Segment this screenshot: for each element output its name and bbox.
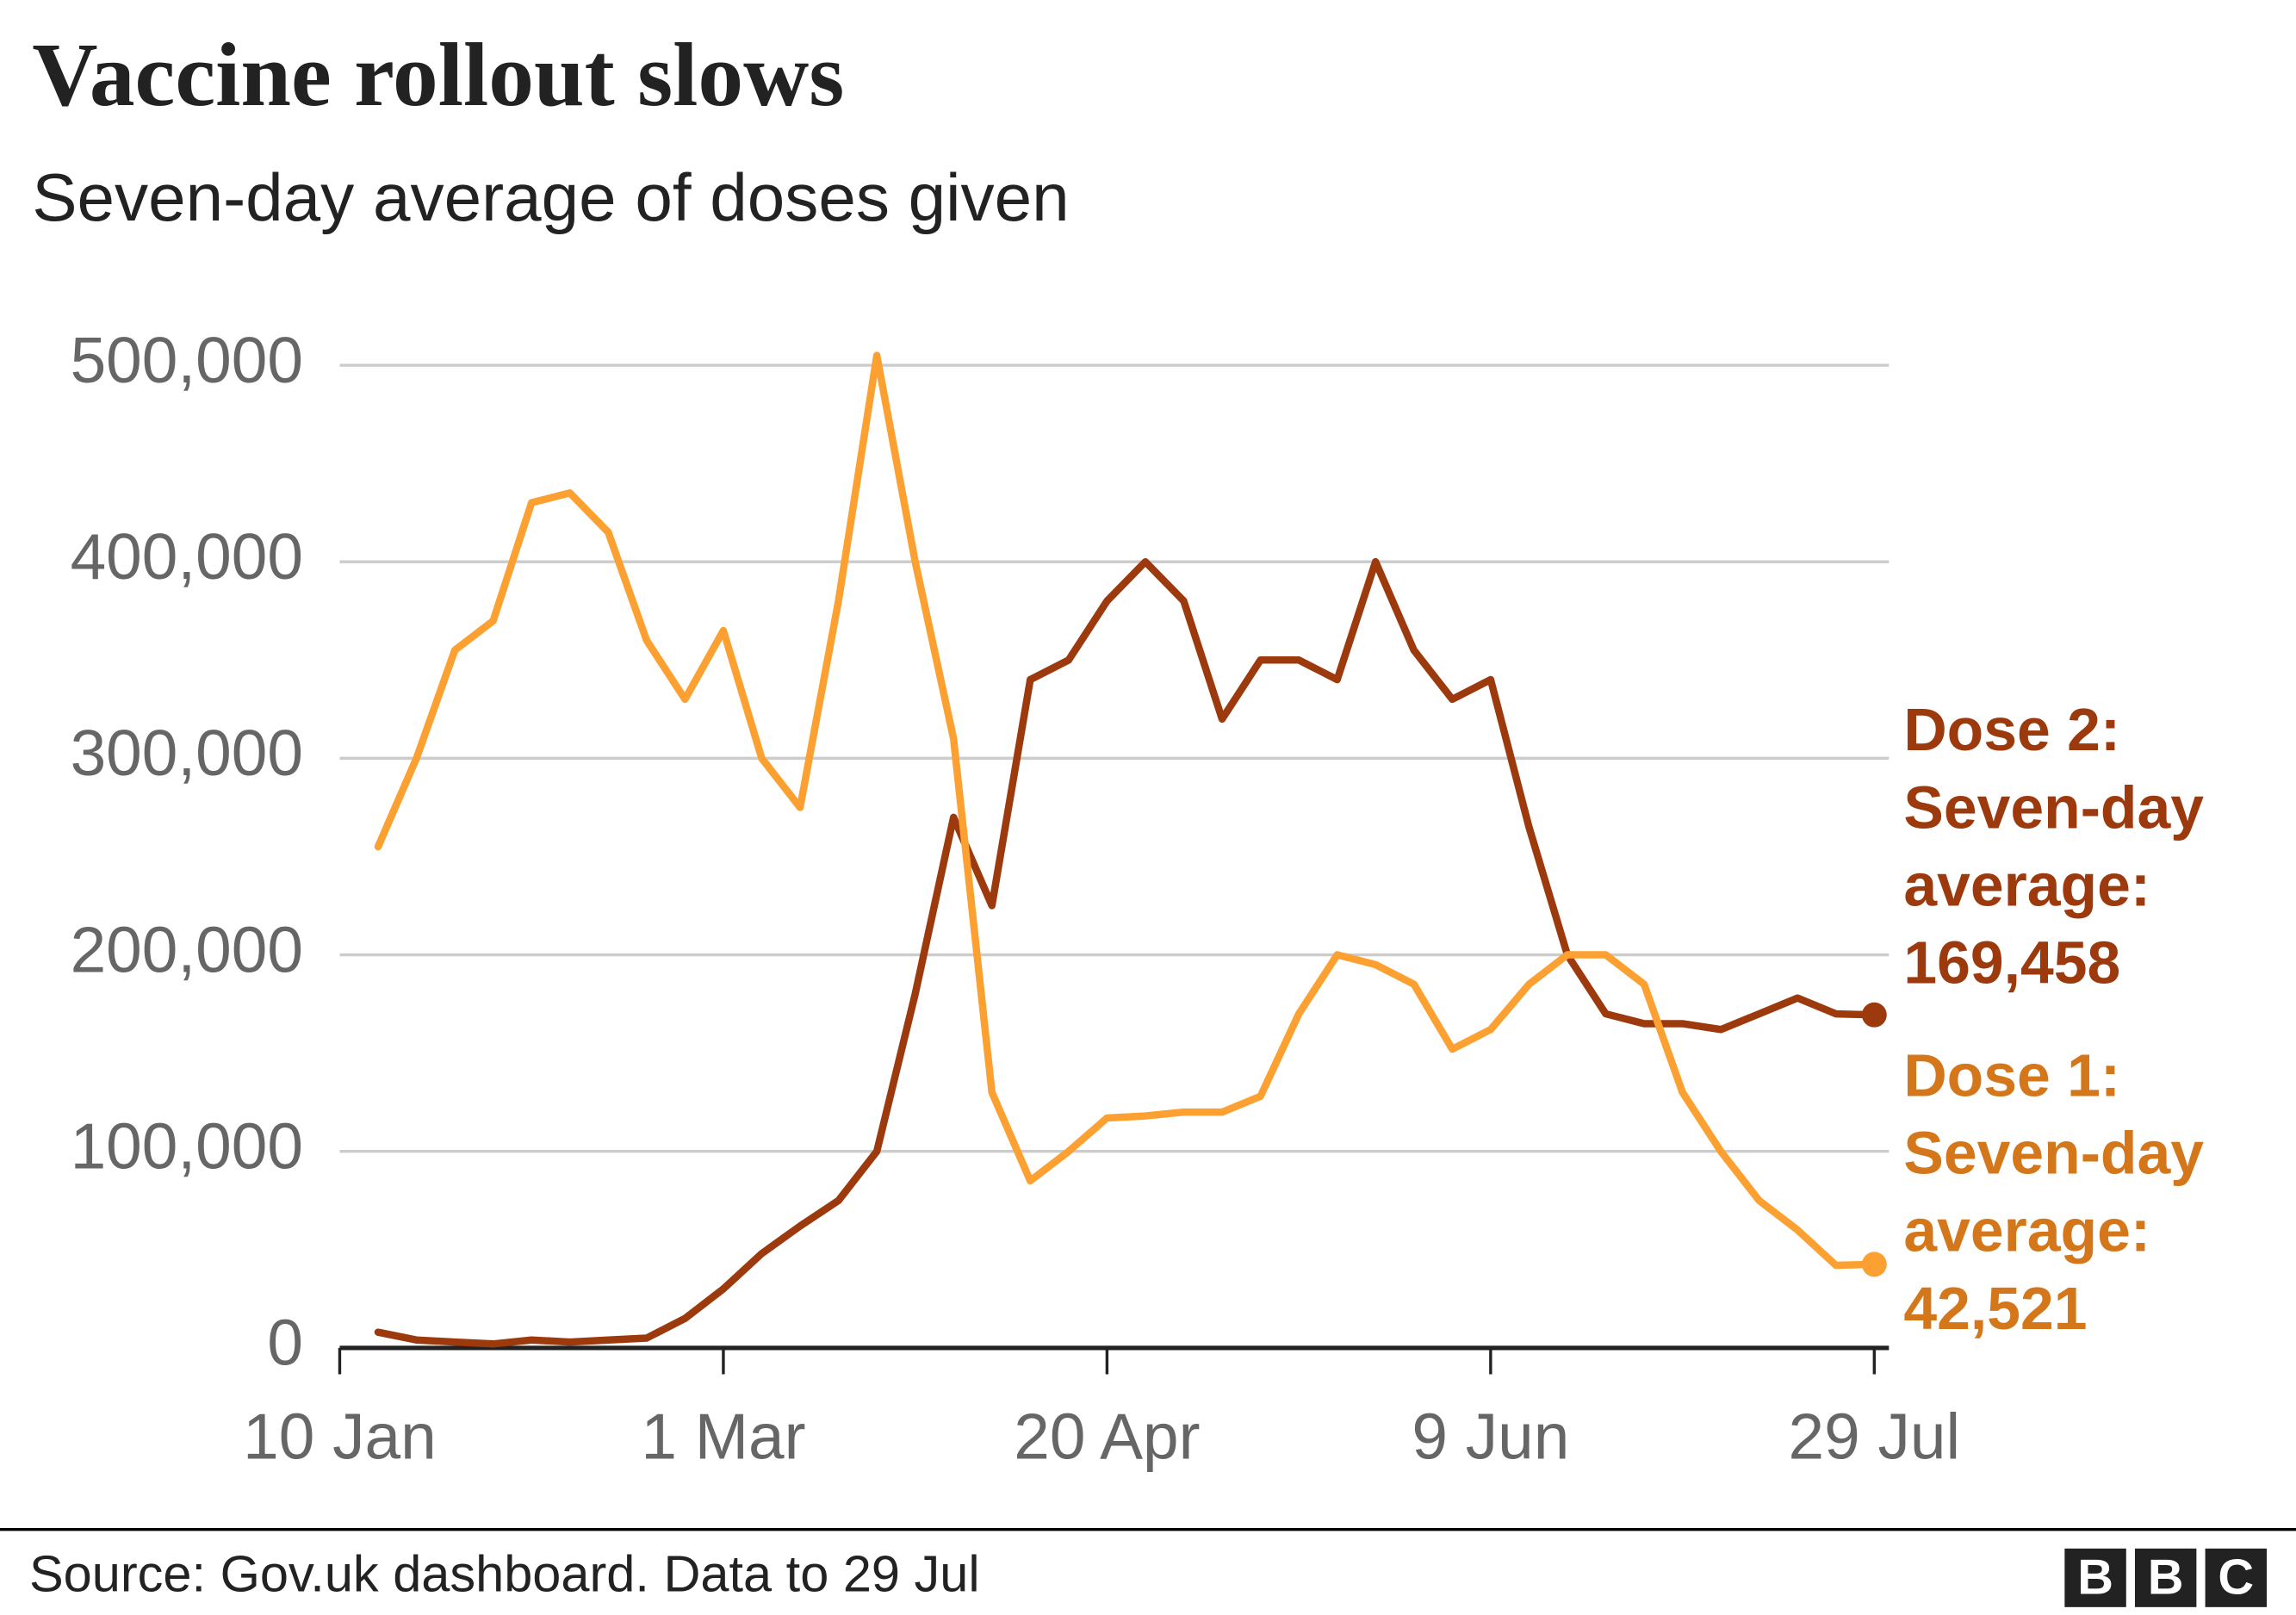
series-name: Dose 1: Seven-day average: <box>1903 1041 2205 1264</box>
value-label: 42,521 <box>1903 1274 2088 1343</box>
x-tick-label: 20 Apr <box>1014 1400 1200 1472</box>
logo-box <box>2064 1548 2126 1607</box>
x-tick-label: 1 Mar <box>641 1400 805 1472</box>
x-tick-label: 29 Jul <box>1789 1400 1961 1472</box>
y-tick-label: 200,000 <box>71 913 303 985</box>
value-label: 169,458 <box>1903 929 2121 997</box>
y-tick-label: 300,000 <box>71 717 303 789</box>
y-tick-label: 100,000 <box>71 1109 303 1182</box>
x-tick-label: 10 Jan <box>243 1400 437 1472</box>
x-tick-label: 9 Jun <box>1412 1400 1569 1472</box>
logo-letter: B <box>2077 1550 2113 1606</box>
end-marker <box>1861 1002 1887 1028</box>
chart-title: Vaccine rollout slows <box>32 24 844 125</box>
end-label-text: Dose 2: Seven-day average: 169,458 <box>1903 692 2287 1002</box>
series-name: Dose 2: Seven-day average: <box>1903 696 2205 919</box>
series-line <box>374 351 1878 1270</box>
logo-letter: C <box>2218 1550 2254 1606</box>
y-tick-label: 500,000 <box>71 324 303 396</box>
logo-box <box>2134 1548 2197 1607</box>
y-tick-label: 0 <box>267 1307 303 1379</box>
logo-letter: B <box>2148 1550 2184 1606</box>
source-note: Source: Gov.uk dashboard. Data to 29 Jul <box>29 1545 980 1603</box>
end-marker <box>1861 1252 1887 1277</box>
end-label: Dose 1: Seven-day average: 42,521 <box>1903 1037 2287 1347</box>
series-line <box>374 557 1878 1348</box>
end-label-text: Dose 1: Seven-day average: 42,521 <box>1903 1037 2287 1347</box>
end-label: Dose 2: Seven-day average: 169,458 <box>1903 692 2287 1002</box>
chart-subtitle: Seven-day average of doses given <box>32 159 1069 235</box>
y-tick-label: 400,000 <box>71 520 303 593</box>
logo-box <box>2205 1548 2267 1607</box>
